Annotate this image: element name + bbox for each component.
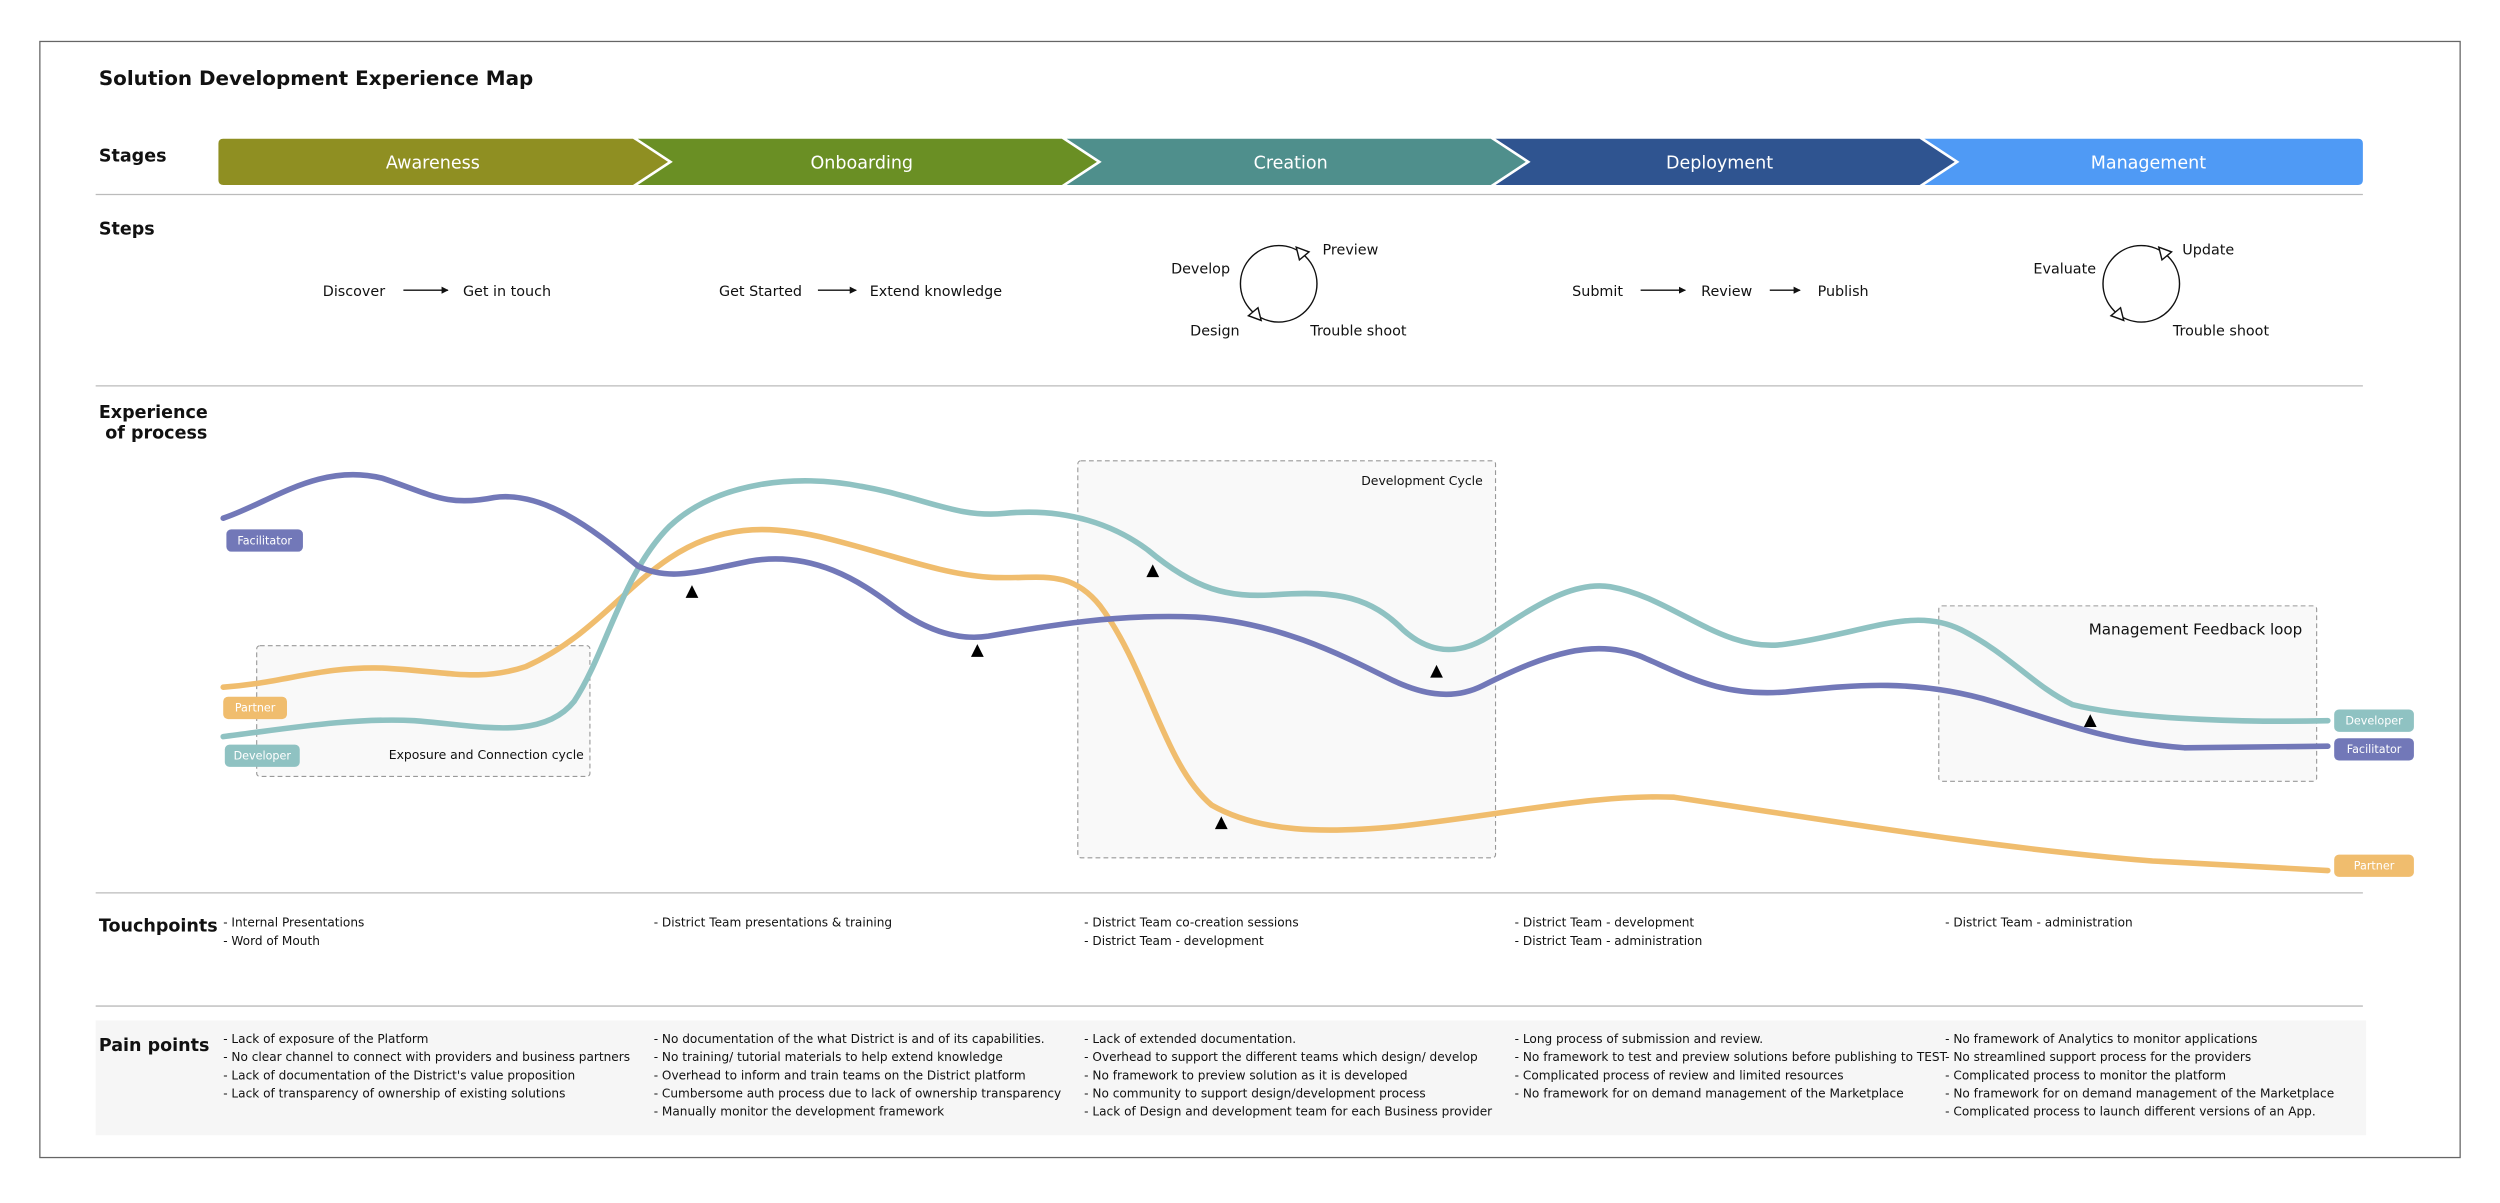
moments (685, 564, 2097, 830)
stage-chevron (1066, 138, 1526, 185)
pain-point: - No framework to preview solution as it… (1084, 1068, 1407, 1082)
pain-band (95, 1020, 2367, 1136)
step: Review (1701, 284, 1752, 300)
stage-name: Awareness (386, 153, 480, 173)
pain-point: - Cumbersome auth process due to lack of… (654, 1087, 1062, 1101)
pain-point: - Manually monitor the development frame… (654, 1105, 945, 1119)
stage-chevron (1924, 138, 2363, 185)
pain-point: - No framework to test and preview solut… (1515, 1050, 1948, 1064)
pain-point: - No documentation of the what District … (654, 1032, 1045, 1046)
pain-point: - Overhead to support the different team… (1084, 1050, 1478, 1064)
touchpoint: - Internal Presentations (223, 916, 364, 930)
persona-badge (223, 696, 287, 720)
persona-name: Facilitator (237, 534, 292, 547)
step: Trouble shoot (1309, 324, 1407, 340)
section-label: of process (105, 424, 207, 444)
cycle-label: Development Cycle (1361, 473, 1483, 488)
dividers (95, 193, 2363, 1007)
pain-point: - Overhead to inform and train teams on … (654, 1068, 1026, 1082)
pain-point: - Lack of documentation of the District'… (223, 1068, 575, 1082)
step: Extend knowledge (870, 284, 1003, 300)
cycle-boxes (256, 460, 2318, 859)
stage-name: Management (2091, 153, 2207, 173)
persona-name: Developer (234, 750, 292, 763)
persona-name: Developer (2345, 714, 2403, 727)
stage-chevron (1495, 138, 1955, 185)
pain-point: - No streamlined support process for the… (1945, 1050, 2251, 1064)
persona-badge (224, 744, 300, 767)
section-label: Pain points (99, 1036, 210, 1056)
stage-name: Deployment (1666, 153, 1773, 173)
persona-badge (226, 529, 303, 552)
persona-name: Partner (2354, 860, 2395, 873)
touchpoint: - District Team co-creation sessions (1084, 916, 1299, 930)
title: Solution Development Experience Map (99, 67, 533, 90)
pain-point: - No community to support design/develop… (1084, 1087, 1426, 1101)
pain-point: - Long process of submission and review. (1515, 1032, 1763, 1046)
pain-point: - Lack of extended documentation. (1084, 1032, 1296, 1046)
section-label: Stages (99, 146, 167, 166)
step: Evaluate (2033, 261, 2096, 277)
stage-chevron (218, 138, 669, 185)
stage-name: Onboarding (810, 153, 913, 173)
step: Discover (323, 284, 385, 300)
step: Get Started (719, 284, 802, 300)
persona-name: Partner (235, 702, 276, 715)
touchpoint: - District Team - development (1084, 934, 1264, 948)
section-label: Touchpoints (99, 916, 218, 936)
step: Update (2182, 242, 2234, 258)
cycle-label: Exposure and Connection cycle (389, 747, 584, 762)
frame (39, 40, 2461, 1159)
step: Preview (1323, 242, 1379, 258)
pain-point: - Complicated process of review and limi… (1515, 1068, 1844, 1082)
pain-point: - No training/ tutorial materials to hel… (654, 1050, 1003, 1064)
touchpoint: - District Team - administration (1945, 916, 2133, 930)
persona-name: Facilitator (2347, 743, 2402, 756)
persona-badge (2334, 709, 2414, 732)
step: Trouble shoot (2172, 324, 2270, 340)
touchpoint: - District Team - development (1515, 916, 1695, 930)
touchpoint: - Word of Mouth (223, 934, 320, 948)
persona-badge (2334, 854, 2414, 877)
section-label: Steps (99, 220, 155, 240)
pain-point: - Lack of exposure of the Platform (223, 1032, 428, 1046)
pain-point: - Complicated process to launch differen… (1945, 1105, 2316, 1119)
cycle-label: Management Feedback loop (2089, 620, 2303, 638)
step: Publish (1818, 284, 1869, 300)
pain-point: - Complicated process to monitor the pla… (1945, 1068, 2226, 1082)
step: Develop (1171, 261, 1230, 277)
step: Design (1190, 324, 1239, 340)
pain-point: - No framework of Analytics to monitor a… (1945, 1032, 2257, 1046)
experience-curves (220, 471, 2331, 874)
step: Get in touch (463, 284, 551, 300)
step: Submit (1572, 284, 1623, 300)
touchpoint: - District Team - administration (1515, 934, 1703, 948)
stage-name: Creation (1254, 153, 1328, 173)
persona-badge (2334, 738, 2414, 761)
stage-chevron (637, 138, 1097, 185)
pain-point: - Lack of Design and development team fo… (1084, 1105, 1492, 1119)
pain-point: - No framework for on demand management … (1945, 1087, 2334, 1101)
touchpoint: - District Team presentations & training (654, 916, 892, 930)
pain-point: - No framework for on demand management … (1515, 1087, 1904, 1101)
section-label: Experience (99, 403, 208, 423)
pain-point: - Lack of transparency of ownership of e… (223, 1087, 565, 1101)
pain-point: - No clear channel to connect with provi… (223, 1050, 630, 1064)
cycle-icons (1239, 244, 2181, 323)
